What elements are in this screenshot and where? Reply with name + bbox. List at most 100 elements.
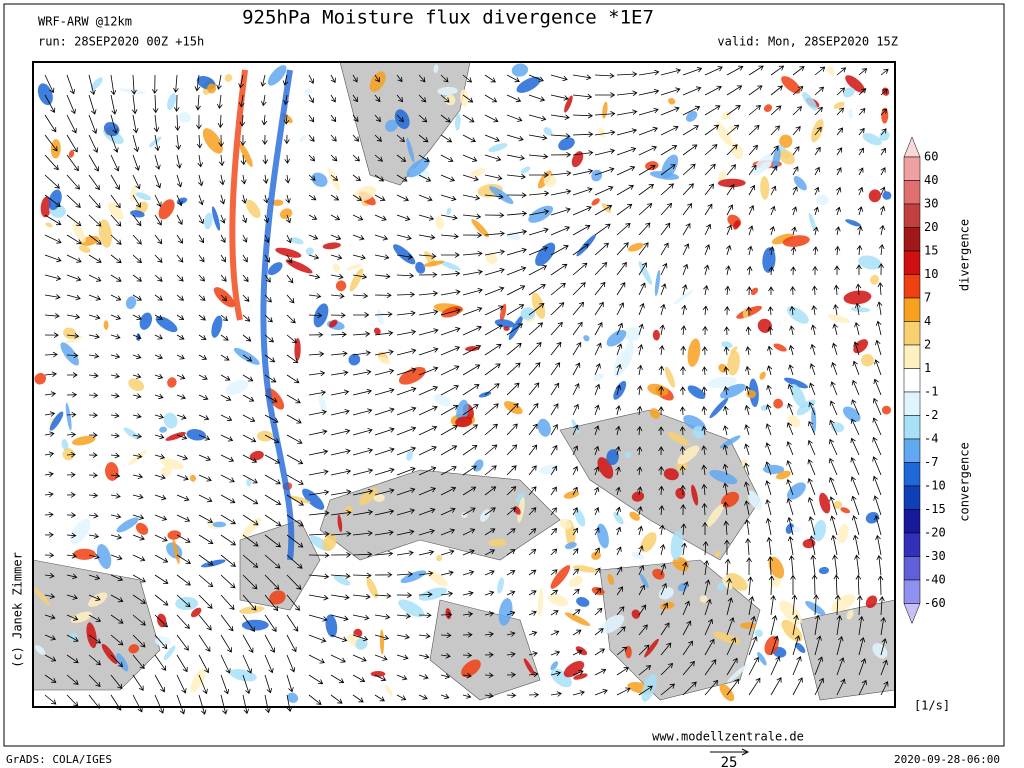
flux-blob (207, 83, 217, 94)
flux-blob (73, 548, 96, 560)
colorbar-label: -60 (924, 596, 946, 610)
colorbar-box (903, 415, 921, 440)
colorbar-box (903, 227, 921, 252)
flux-blob (427, 570, 448, 587)
flux-blob (503, 401, 523, 415)
flux-blob (664, 366, 676, 388)
flux-blob (782, 235, 810, 247)
flux-blob (90, 77, 103, 91)
flux-blob (267, 65, 287, 86)
flux-blob (446, 207, 452, 215)
model-label: WRF-ARW @12km (38, 15, 132, 29)
flux-blob (488, 538, 507, 547)
flux-blob (842, 87, 855, 98)
flux-blob (249, 450, 264, 461)
flux-blob (415, 261, 426, 274)
flux-blob (485, 252, 498, 265)
flux-blob (178, 112, 192, 123)
flux-blob (715, 121, 733, 147)
flux-blob (872, 643, 888, 659)
colorbar-box (903, 297, 921, 322)
flux-blob (190, 668, 206, 693)
flux-blob (564, 542, 577, 550)
flux-blob (531, 292, 546, 319)
flux-blob (167, 530, 181, 540)
flux-blob (165, 431, 186, 441)
flux-blob (550, 565, 571, 589)
flux-blob (691, 484, 699, 506)
flux-blob (96, 543, 112, 569)
flux-blob (550, 661, 559, 671)
flux-blob (706, 504, 724, 528)
colorbar-label: -15 (924, 502, 946, 516)
land (599, 559, 761, 701)
flux-blob (781, 619, 803, 642)
flux-blob (787, 482, 806, 500)
flux-blob (528, 205, 554, 223)
flux-blob (721, 111, 731, 120)
colorbar-label: 2 (924, 338, 931, 352)
flux-blob (685, 110, 698, 122)
flux-blob (772, 146, 781, 171)
flux-blob (128, 644, 140, 654)
flux-blob (624, 451, 632, 458)
divergence-label: divergence (958, 219, 972, 291)
flux-blob (272, 199, 284, 207)
flux-blob (189, 474, 197, 482)
flux-blob (294, 338, 301, 362)
flux-blob (791, 526, 801, 533)
flux-blob (503, 326, 510, 331)
colorbar-box (903, 438, 921, 463)
flux-blob (167, 93, 177, 110)
flux-blob (663, 468, 679, 481)
flux-blob (116, 653, 129, 672)
colorbar-label: -40 (924, 573, 946, 587)
flux-blob (654, 269, 661, 297)
colorbar-box (903, 485, 921, 510)
valid-label: valid: Mon, 28SEP2020 15Z (717, 35, 898, 49)
flux-blob (45, 222, 53, 228)
flux-blob (370, 671, 386, 677)
flux-blob (717, 178, 746, 188)
flux-blob (444, 94, 456, 106)
flux-blob (790, 383, 807, 409)
flux-blob (224, 74, 233, 82)
flux-blob (520, 307, 536, 320)
flux-blob (727, 664, 748, 683)
flux-blob (692, 425, 706, 439)
reference-arrow-head (741, 748, 750, 756)
flux-blob (32, 586, 51, 607)
flux-blob (348, 353, 361, 366)
frame (3, 3, 1005, 747)
flux-blob (269, 590, 286, 605)
flux-blob (596, 523, 609, 549)
colorbar-label: -20 (924, 526, 946, 540)
flux-blob (563, 490, 580, 499)
flux-blob (511, 63, 529, 77)
software: GrADS: COLA/IGES (6, 753, 112, 766)
flux-blob (480, 509, 491, 522)
flux-blob (436, 555, 442, 562)
flux-blob (489, 186, 514, 205)
flux-blob (373, 493, 385, 502)
flux-blob (498, 598, 513, 626)
flux-blob (727, 350, 740, 376)
flux-blob (687, 338, 701, 367)
flux-blob (865, 595, 878, 609)
flux-blob (709, 469, 738, 485)
flux-blob (497, 577, 504, 594)
flux-blob (88, 592, 108, 607)
flux-blob (572, 565, 598, 573)
flux-blob (709, 397, 729, 419)
flux-blob (770, 577, 782, 587)
flux-blob (746, 389, 757, 399)
flux-blob (535, 242, 556, 267)
colorbar-box (903, 156, 921, 181)
flux-blob (818, 566, 830, 575)
flux-blob (882, 191, 892, 200)
flux-blob (213, 287, 235, 308)
flux-blob (445, 608, 452, 620)
flux-blob (599, 614, 625, 634)
flux-blob (285, 259, 313, 274)
flux-blob (256, 430, 274, 442)
